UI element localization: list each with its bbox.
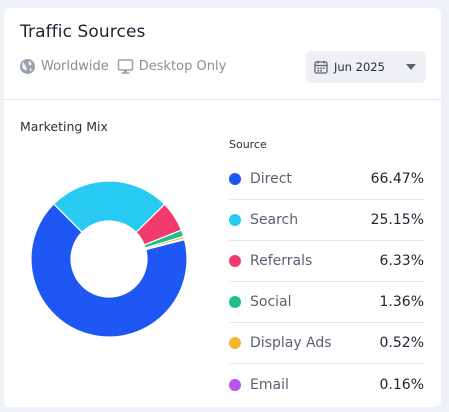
filter-meta: Worldwide Desktop Only [19, 58, 234, 75]
legend-row-direct[interactable]: Direct 66.47% [229, 159, 424, 200]
donut-slice-search[interactable] [52, 180, 166, 234]
legend-header: Source [229, 138, 267, 151]
donut-chart [30, 180, 188, 338]
legend-value-search: 25.15% [370, 212, 424, 228]
legend-label-social: Social [250, 294, 292, 310]
legend-value-display-ads: 0.52% [379, 335, 424, 351]
desktop-icon [117, 58, 134, 75]
card-header: Traffic Sources Worldwide Desktop Only [4, 8, 441, 100]
device-label: Desktop Only [138, 59, 227, 74]
legend: Source Direct 66.47% Search 25.15% Referrals… [229, 135, 424, 405]
region-label: Worldwide [41, 59, 109, 74]
legend-value-referrals: 6.33% [379, 253, 424, 269]
legend-row-display-ads[interactable]: Display Ads 0.52% [229, 323, 424, 364]
legend-dot-referrals [229, 255, 241, 267]
legend-dot-direct [229, 173, 241, 185]
legend-row-search[interactable]: Search 25.15% [229, 200, 424, 241]
legend-label-direct: Direct [250, 171, 292, 187]
legend-dot-search [229, 214, 241, 226]
donut-slice-direct[interactable] [30, 203, 188, 338]
legend-value-email: 0.16% [379, 376, 424, 393]
traffic-sources-card: Traffic Sources Worldwide Desktop Only [4, 8, 441, 407]
legend-value-social: 1.36% [379, 294, 424, 310]
legend-label-referrals: Referrals [250, 253, 313, 269]
legend-value-direct: 66.47% [370, 171, 424, 187]
calendar-icon [314, 60, 328, 74]
legend-dot-social [229, 296, 241, 308]
legend-label-search: Search [250, 212, 299, 228]
card-title: Traffic Sources [20, 22, 146, 42]
legend-dot-display-ads [229, 337, 241, 349]
legend-label-email: Email [250, 376, 289, 393]
legend-label-display-ads: Display Ads [250, 335, 332, 351]
legend-row-referrals[interactable]: Referrals 6.33% [229, 241, 424, 282]
chevron-down-icon [406, 64, 416, 70]
legend-dot-email [229, 378, 241, 391]
donut-slice-email[interactable] [144, 238, 186, 251]
legend-row-social[interactable]: Social 1.36% [229, 282, 424, 323]
date-picker[interactable]: Jun 2025 [306, 51, 426, 83]
date-picker-value: Jun 2025 [334, 60, 385, 74]
globe-icon [19, 58, 36, 75]
section-title: Marketing Mix [20, 119, 108, 134]
legend-row-email[interactable]: Email 0.16% [229, 364, 424, 405]
